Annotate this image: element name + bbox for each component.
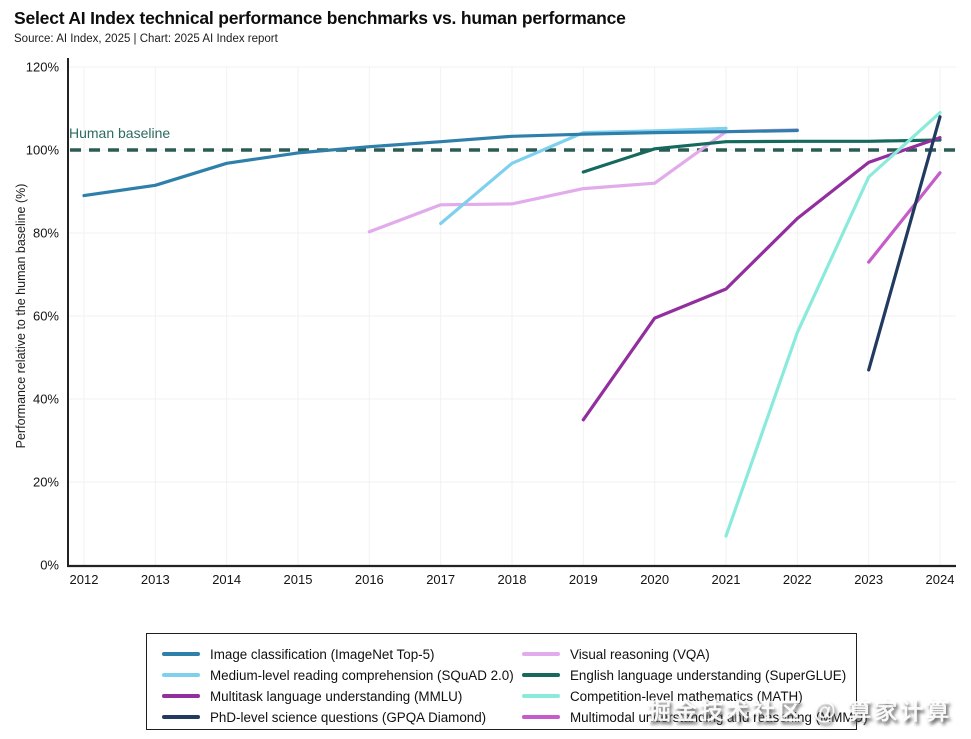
x-tick-label: 2016 xyxy=(355,572,384,587)
x-tick-label: 2020 xyxy=(640,572,669,587)
x-tick-label: 2018 xyxy=(498,572,527,587)
legend-item-mmmu: Multimodal understanding and reasoning (… xyxy=(522,709,868,725)
chart-legend: Image classification (ImageNet Top-5) Med… xyxy=(146,633,868,730)
series-line-gpqa xyxy=(867,115,942,372)
x-tick-label: 2023 xyxy=(854,572,883,587)
y-tick-label: 60% xyxy=(33,309,59,324)
legend-item-imagenet: Image classification (ImageNet Top-5) xyxy=(162,646,522,662)
watermark: 掘金技术社区 @ 算家计算 xyxy=(648,698,953,724)
legend-item-math: Competition-level mathematics (MATH) xyxy=(522,688,868,704)
y-tick-label: 40% xyxy=(33,392,59,407)
legend-color-line-mmmu xyxy=(522,715,560,719)
series-line-imagenet xyxy=(82,128,799,198)
x-tick-label: 2014 xyxy=(212,572,241,587)
y-tick-label: 80% xyxy=(33,226,59,241)
y-tick-label: 100% xyxy=(26,143,60,158)
legend-color-line-math xyxy=(522,694,560,698)
legend-color-line-gpqa xyxy=(162,715,200,719)
legend-item-vqa: Visual reasoning (VQA) xyxy=(522,646,868,662)
legend-item-gpqa: PhD-level science questions (GPQA Diamon… xyxy=(162,709,522,725)
series-line-mmmu xyxy=(867,171,942,264)
legend-item-label: Multitask language understanding (MMLU) xyxy=(210,688,463,704)
x-tick-label: 2019 xyxy=(569,572,598,587)
legend-item-label: PhD-level science questions (GPQA Diamon… xyxy=(210,709,487,725)
y-tick-label: 0% xyxy=(40,558,59,573)
legend-item-label: English language understanding (SuperGLU… xyxy=(570,667,847,683)
legend-item-label: Multimodal understanding and reasoning (… xyxy=(570,709,868,725)
x-tick-label: 2022 xyxy=(783,572,812,587)
legend-item-superglue: English language understanding (SuperGLU… xyxy=(522,667,868,683)
legend-color-line-superglue xyxy=(522,673,560,677)
series-line-mmlu xyxy=(581,136,942,422)
performance-line-chart: 2012 2013 2014 2015 2016 2017 2018 2019 2020 2021… xyxy=(26,58,956,587)
y-tick-label: 120% xyxy=(26,60,60,75)
x-tick-label: 2024 xyxy=(926,572,955,587)
legend-column-1: Image classification (ImageNet Top-5) Med… xyxy=(162,646,522,725)
x-tick-label: 2013 xyxy=(141,572,170,587)
x-tick-label: 2017 xyxy=(426,572,455,587)
page-title: Select AI Index technical performance be… xyxy=(14,8,626,28)
legend-item-label: Competition-level mathematics (MATH) xyxy=(570,688,803,704)
legend-column-2: Visual reasoning (VQA) English language u… xyxy=(522,646,868,725)
legend-item-squad: Medium-level reading comprehension (SQuA… xyxy=(162,667,522,683)
human-baseline-label: Human baseline xyxy=(69,125,171,141)
legend-item-label: Medium-level reading comprehension (SQuA… xyxy=(210,667,514,683)
x-tick-label: 2012 xyxy=(70,572,99,587)
y-axis-title: Performance relative to the human baseli… xyxy=(14,183,28,449)
legend-item-label: Visual reasoning (VQA) xyxy=(570,646,710,662)
legend-color-line-mmlu xyxy=(162,694,200,698)
source-caption: Source: AI Index, 2025 | Chart: 2025 AI … xyxy=(14,33,278,45)
series-line-superglue xyxy=(581,138,942,174)
legend-item-label: Image classification (ImageNet Top-5) xyxy=(210,646,435,662)
legend-color-line-imagenet xyxy=(162,652,200,656)
legend-color-line-vqa xyxy=(522,652,560,656)
x-tick-label: 2021 xyxy=(712,572,741,587)
x-tick-label: 2015 xyxy=(284,572,313,587)
legend-item-mmlu: Multitask language understanding (MMLU) xyxy=(162,688,522,704)
series-line-math xyxy=(724,110,942,538)
y-tick-label: 20% xyxy=(33,475,59,490)
legend-color-line-squad xyxy=(162,673,200,677)
